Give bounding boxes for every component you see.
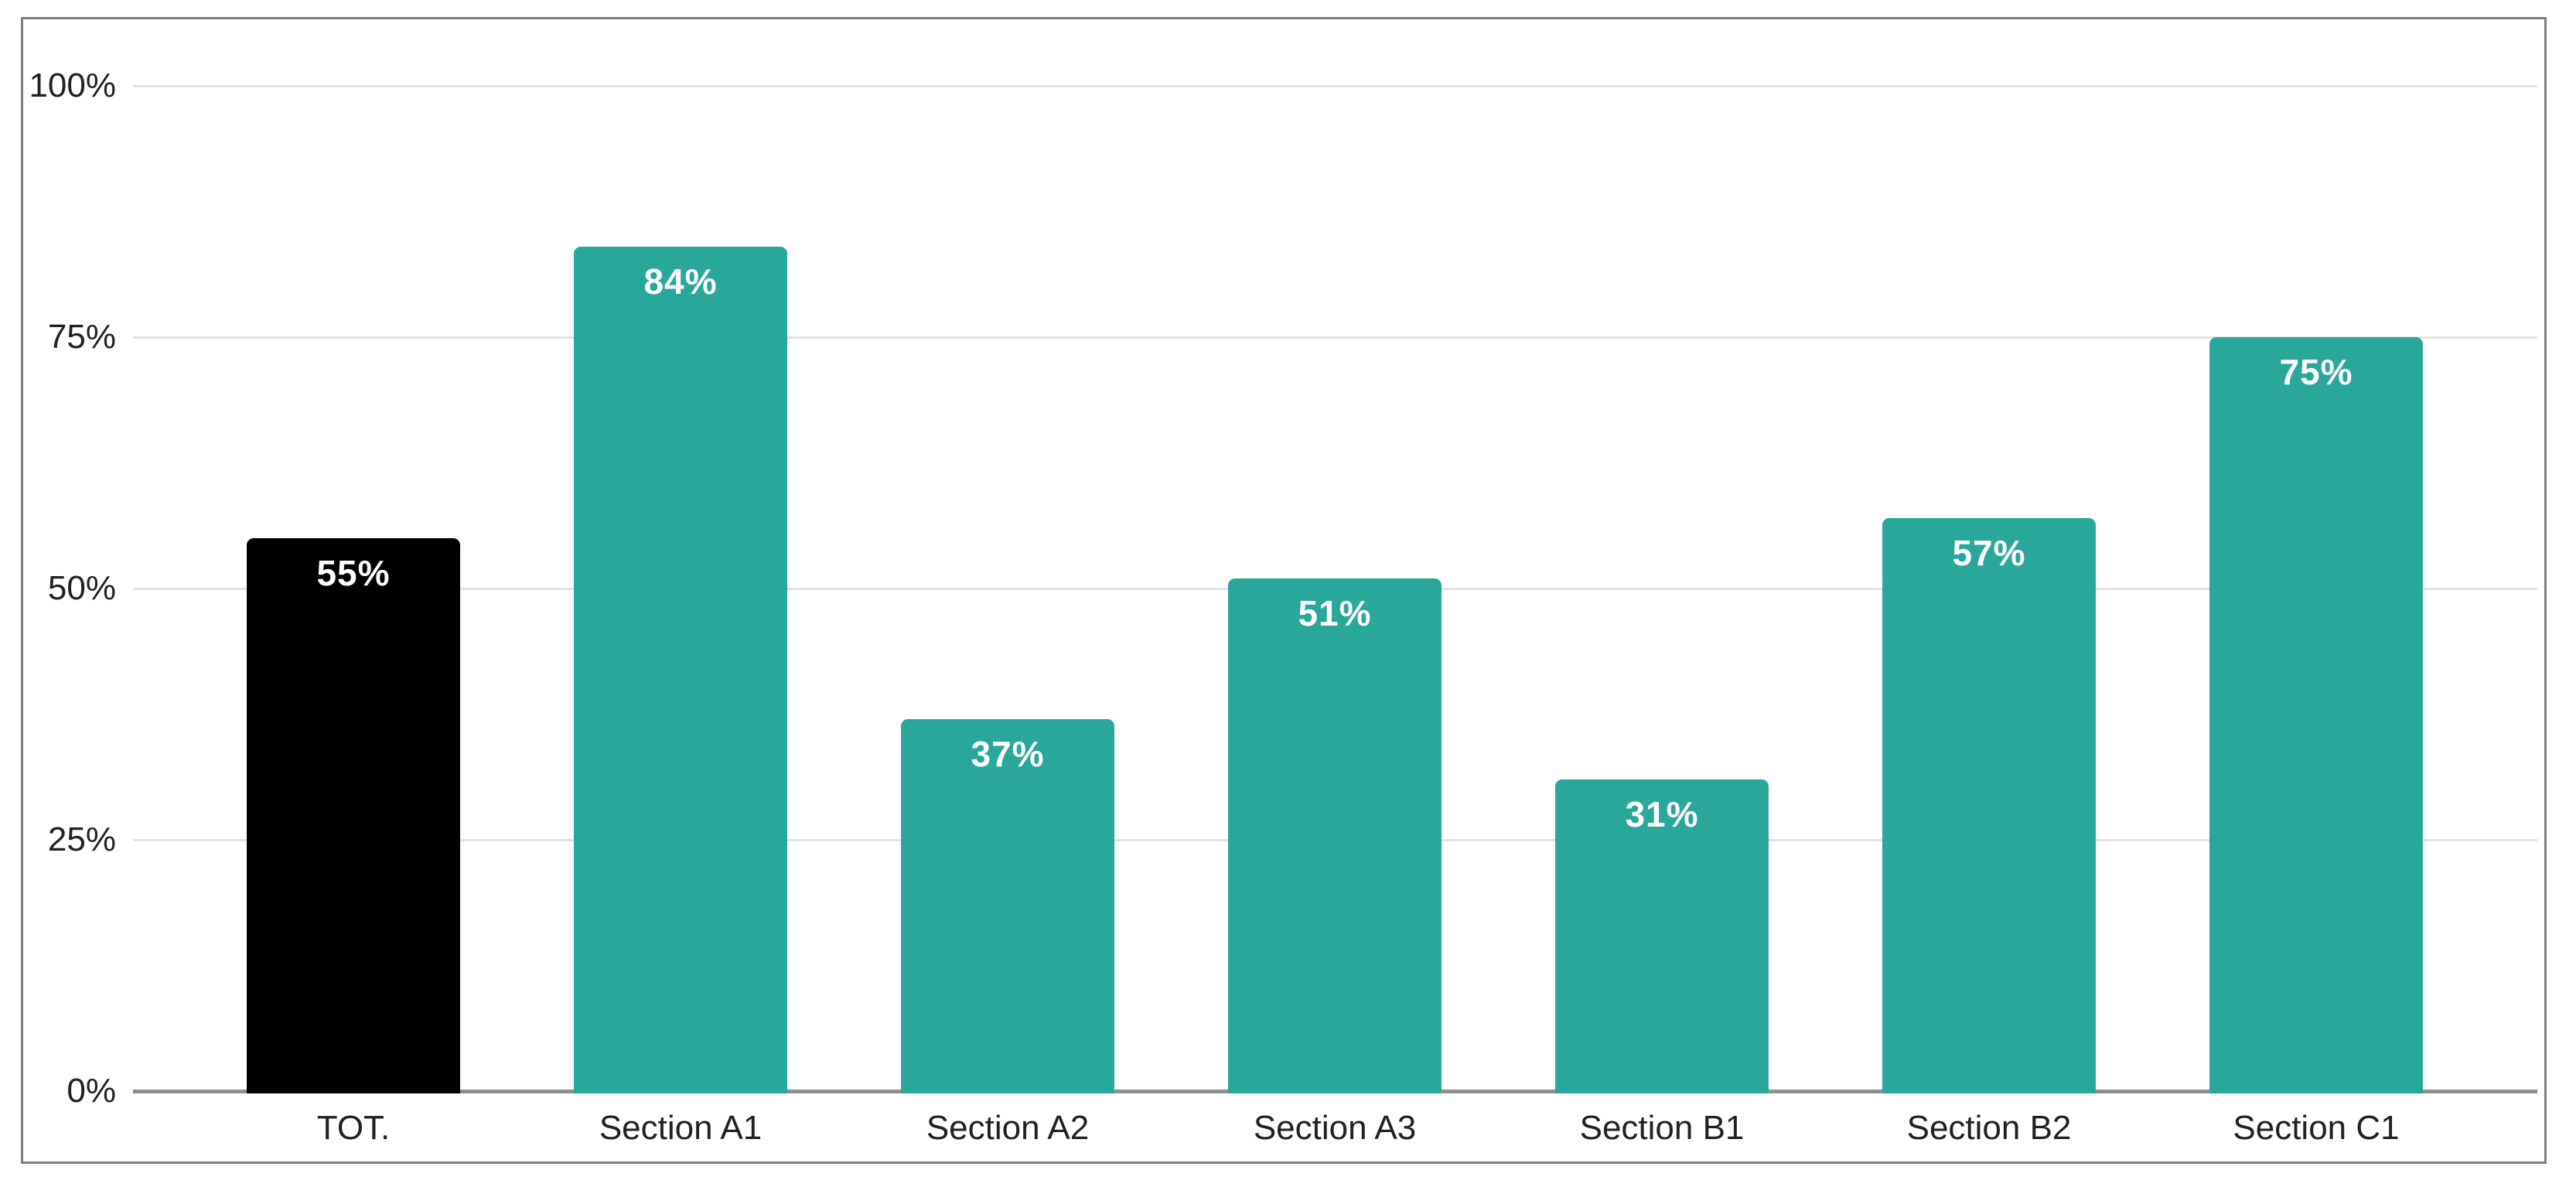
x-category-label-section-b2: Section B2 [1906, 1109, 2072, 1147]
x-category-label-section-a3: Section A3 [1253, 1109, 1417, 1147]
bar-section-a2: 37% [901, 719, 1114, 1093]
bar-section-a1: 84% [574, 247, 787, 1093]
bar-tot: 55% [247, 538, 460, 1093]
y-tick-label-75: 75% [47, 318, 116, 356]
bar-section-b2: 57% [1882, 518, 2096, 1093]
x-category-label-section-c1: Section C1 [2233, 1109, 2400, 1147]
gridline-75 [133, 336, 2537, 339]
bar-section-b1: 31% [1555, 779, 1769, 1093]
bar-value-label-tot: 55% [316, 553, 391, 593]
bar-section-c1: 75% [2209, 337, 2423, 1093]
bar-value-label-section-a1: 84% [643, 261, 718, 302]
bar-value-label-section-b2: 57% [1952, 533, 2026, 573]
y-tick-label-100: 100% [29, 67, 116, 104]
bar-value-label-section-c1: 75% [2279, 352, 2353, 392]
y-tick-label-50: 50% [47, 569, 116, 607]
y-tick-label-0: 0% [67, 1072, 116, 1110]
x-category-label-section-a1: Section A1 [599, 1109, 763, 1147]
x-category-label-section-a2: Section A2 [926, 1109, 1090, 1147]
x-category-label-section-b1: Section B1 [1579, 1109, 1745, 1147]
bar-value-label-section-a3: 51% [1298, 593, 1372, 633]
bar-section-a3: 51% [1228, 578, 1442, 1093]
y-tick-label-25: 25% [47, 820, 116, 858]
gridline-100 [133, 85, 2537, 87]
x-category-label-tot: TOT. [316, 1109, 391, 1147]
bar-value-label-section-b1: 31% [1625, 794, 1699, 834]
bar-value-label-section-a2: 37% [971, 734, 1045, 774]
